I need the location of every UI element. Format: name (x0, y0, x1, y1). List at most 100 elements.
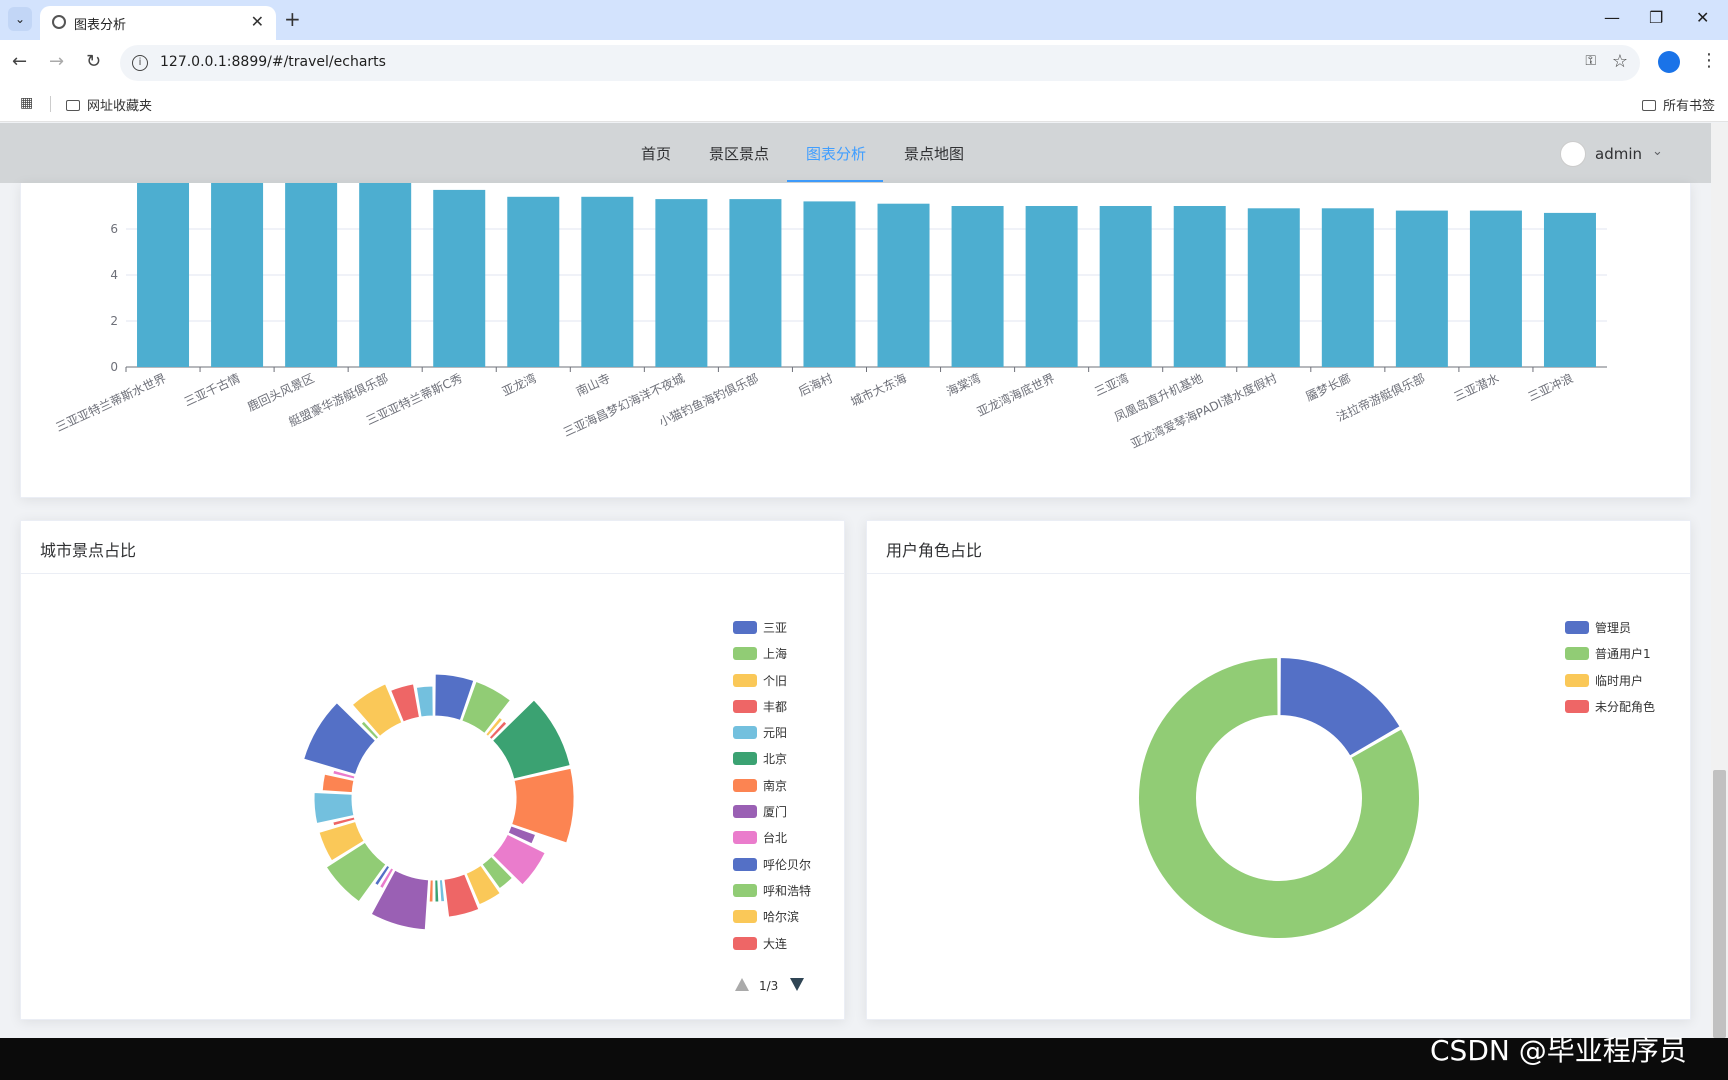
rose-slice (379, 867, 395, 890)
close-tab-icon[interactable]: ✕ (250, 12, 264, 31)
browser-tab[interactable]: 图表分析 ✕ (40, 6, 276, 40)
chevron-down-icon[interactable]: ⌄ (1652, 144, 1663, 159)
rose-slice (321, 773, 355, 794)
bar (1099, 206, 1152, 367)
bookmark-star-icon[interactable]: ☆ (1611, 51, 1628, 72)
legend-pager: 1/3 (735, 978, 805, 993)
new-tab-button[interactable]: + (284, 7, 301, 31)
app-navbar: 首页 景区景点 图表分析 景点地图 (0, 123, 1711, 183)
rose-slice (313, 791, 355, 825)
rose-slice (443, 873, 480, 918)
nav-scenic-spots[interactable]: 景区景点 (709, 145, 770, 163)
legend-label: 呼伦贝尔 (763, 857, 812, 872)
password-key-icon[interactable]: ⚿ (1585, 53, 1596, 69)
legend-swatch (733, 699, 757, 713)
restore-button[interactable]: ❐ (1649, 8, 1664, 27)
legend-item[interactable]: 呼和浩特 (733, 882, 811, 908)
legend-item[interactable]: 呼伦贝尔 (733, 856, 811, 882)
x-tick-label: 南山寺 (574, 370, 613, 399)
forward-button[interactable]: → (49, 51, 65, 72)
site-info-icon[interactable]: i (132, 55, 148, 71)
profile-avatar[interactable] (1658, 51, 1680, 73)
legend-item[interactable]: 未分配角色 (1565, 698, 1655, 724)
url-text[interactable]: 127.0.0.1:8899/#/travel/echarts (160, 54, 386, 70)
legend-item[interactable]: 台北 (733, 829, 811, 855)
bar (729, 199, 782, 367)
rose-slice (434, 673, 475, 721)
bookmark-folder[interactable]: 网址收藏夹 (66, 95, 152, 114)
user-name[interactable]: admin (1595, 145, 1642, 163)
bar (1025, 206, 1078, 367)
legend-swatch (1565, 673, 1589, 687)
nav-chart-analysis[interactable]: 图表分析 (806, 145, 867, 163)
scrollbar-thumb[interactable] (1713, 770, 1726, 1038)
all-bookmarks-label: 所有书签 (1663, 99, 1716, 114)
legend-page-up-icon[interactable] (735, 978, 749, 991)
legend-item[interactable]: 厦门 (733, 803, 811, 829)
close-window-button[interactable]: ✕ (1696, 8, 1710, 27)
legend-item[interactable]: 管理员 (1565, 619, 1655, 645)
rose-slice (507, 825, 537, 845)
role-chart-card: 用户角色占比 管理员普通用户1 临时用户 未分配角色 (866, 520, 1691, 1020)
nav-spot-map[interactable]: 景点地图 (904, 145, 965, 163)
legend-item[interactable]: 个旧 (733, 672, 811, 698)
legend-swatch (733, 778, 757, 792)
legend-item[interactable]: 哈尔滨 (733, 908, 811, 934)
legend-item[interactable]: 普通用户1 (1565, 645, 1655, 671)
legend-swatch (733, 647, 757, 661)
city-legend: 三亚上海个旧丰都元阳北京南京厦门台北呼伦贝尔呼和浩特哈尔滨大连泰安 (733, 619, 811, 952)
rose-slice (360, 720, 380, 740)
legend-swatch (1565, 647, 1589, 661)
rose-slice (325, 841, 387, 903)
legend-swatch (733, 805, 757, 819)
legend-label: 普通用户1 (1595, 647, 1651, 662)
legend-label: 管理员 (1595, 621, 1632, 635)
bar (1321, 208, 1374, 367)
legend-item[interactable]: 南京 (733, 777, 811, 803)
tab-title: 图表分析 (74, 18, 127, 33)
legend-page-indicator: 1/3 (759, 979, 779, 993)
y-tick-label: 6 (110, 222, 118, 236)
legend-page-down-icon[interactable] (790, 978, 805, 991)
bar (1543, 212, 1596, 367)
bar (433, 189, 486, 367)
reload-button[interactable]: ↻ (86, 51, 102, 72)
tab-search-button[interactable]: ⌄ (8, 7, 32, 31)
all-bookmarks[interactable]: 所有书签 (1642, 95, 1715, 114)
legend-item[interactable]: 元阳 (733, 724, 811, 750)
legend-item[interactable]: 丰都 (733, 698, 811, 724)
user-avatar[interactable] (1560, 141, 1586, 167)
legend-item[interactable]: 三亚 (733, 619, 811, 645)
x-tick-label: 亚龙湾海底世界 (974, 370, 1056, 419)
legend-swatch (733, 831, 757, 845)
card-divider (21, 573, 844, 574)
rose-slice (370, 869, 430, 931)
bar (877, 203, 930, 367)
rose-slice (492, 699, 571, 780)
legend-label: 台北 (763, 831, 788, 846)
minimize-button[interactable]: — (1604, 8, 1620, 27)
legend-swatch (733, 726, 757, 740)
address-bar[interactable]: i 127.0.0.1:8899/#/travel/echarts ⚿ ☆ (120, 45, 1640, 81)
bar (581, 196, 634, 367)
apps-grid-icon[interactable]: ▦ (20, 95, 34, 111)
legend-swatch (1565, 699, 1589, 713)
donut-slice (1278, 655, 1403, 758)
legend-item[interactable]: 大连 (733, 935, 811, 952)
back-button[interactable]: ← (12, 51, 28, 72)
browser-menu-icon[interactable]: ⋮ (1700, 50, 1718, 71)
legend-item[interactable]: 临时用户 (1565, 672, 1655, 698)
legend-label: 大连 (763, 936, 788, 951)
city-rose-chart (303, 673, 575, 931)
legend-item[interactable]: 上海 (733, 645, 811, 671)
x-tick-label: 城市大东海 (848, 370, 909, 409)
bar (359, 183, 412, 367)
x-tick-label: 三亚亚特兰蒂斯水世界 (53, 370, 168, 434)
role-chart-title: 用户角色占比 (886, 541, 983, 560)
nav-home[interactable]: 首页 (641, 145, 672, 163)
bookmarks-separator (50, 96, 51, 112)
legend-item[interactable]: 北京 (733, 750, 811, 776)
legend-swatch (733, 673, 757, 687)
legend-label: 个旧 (763, 673, 788, 688)
